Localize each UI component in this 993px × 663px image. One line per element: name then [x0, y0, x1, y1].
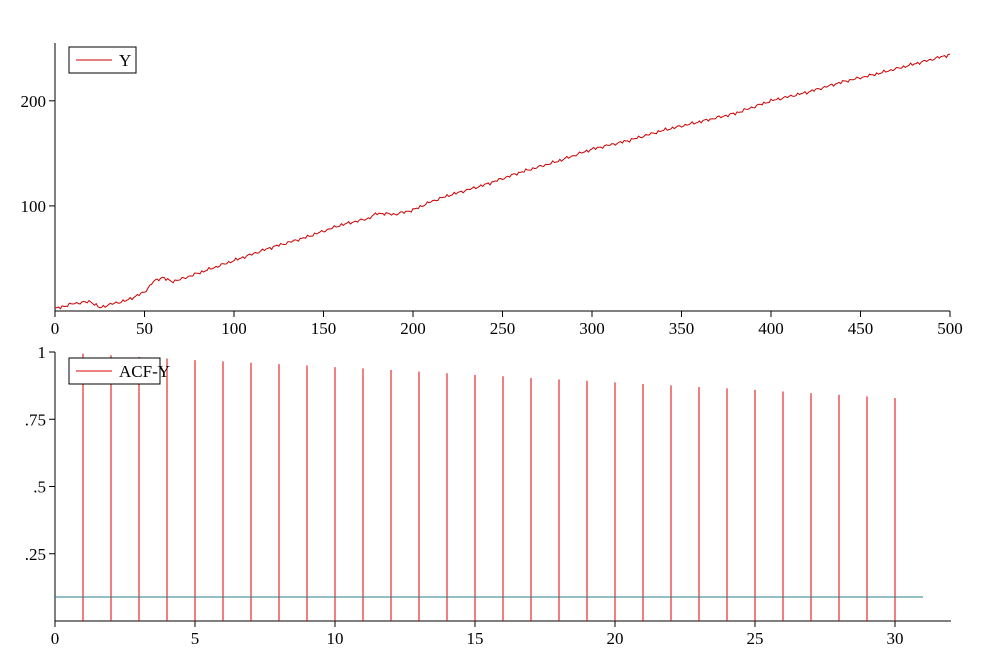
y-axis-ticks: 100 200: [21, 92, 55, 216]
x-tick-label: 15: [467, 629, 484, 648]
x-tick-label: 50: [136, 319, 153, 338]
x-tick-label: 5: [191, 629, 200, 648]
x-axis-ticks: 0 5 10 15 20 25 30: [51, 621, 904, 648]
legend[interactable]: ACF-Y: [68, 357, 170, 385]
x-tick-label: 20: [607, 629, 624, 648]
legend[interactable]: Y: [68, 46, 137, 74]
time-series-chart: 0 50 100 150 200 250 300 350 400 450 500 100 200 Y: [21, 43, 963, 338]
x-tick-label: 300: [579, 319, 605, 338]
x-tick-label: 0: [51, 629, 60, 648]
x-tick-label: 0: [51, 319, 60, 338]
y-tick-label: .25: [25, 545, 46, 564]
x-tick-label: 400: [758, 319, 784, 338]
x-tick-label: 10: [327, 629, 344, 648]
y-axis-ticks: .25 .5 .75 1: [25, 343, 55, 564]
x-tick-label: 500: [937, 319, 963, 338]
x-tick-label: 150: [311, 319, 337, 338]
x-tick-label: 450: [848, 319, 874, 338]
x-tick-label: 250: [490, 319, 516, 338]
legend-label-y: Y: [119, 51, 131, 70]
plot-area: [54, 53, 951, 310]
x-tick-label: 200: [400, 319, 426, 338]
y-tick-label: .5: [33, 478, 46, 497]
y-tick-label: .75: [25, 410, 46, 429]
legend-label-acf-y: ACF-Y: [119, 362, 170, 381]
plot-area: [55, 353, 923, 621]
x-tick-label: 30: [887, 629, 904, 648]
y-tick-label: 100: [21, 197, 47, 216]
acf-chart: 0 5 10 15 20 25 30 .25 .5 .75 1 ACF-Y: [25, 343, 951, 648]
x-axis-ticks: 0 50 100 150 200 250 300 350 400 450 500: [51, 311, 963, 338]
series-line-y: [54, 53, 951, 310]
x-tick-label: 100: [221, 319, 247, 338]
x-tick-label: 25: [747, 629, 764, 648]
y-tick-label: 1: [38, 343, 47, 362]
y-tick-label: 200: [21, 92, 47, 111]
x-tick-label: 350: [669, 319, 695, 338]
